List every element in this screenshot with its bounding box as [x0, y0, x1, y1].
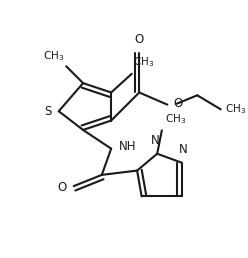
Text: CH$_3$: CH$_3$	[43, 49, 64, 62]
Text: O: O	[57, 181, 66, 195]
Text: S: S	[44, 105, 51, 118]
Text: O: O	[135, 33, 144, 46]
Text: NH: NH	[119, 140, 136, 153]
Text: O: O	[173, 97, 182, 110]
Text: CH$_3$: CH$_3$	[225, 102, 247, 116]
Text: N: N	[151, 134, 160, 147]
Text: N: N	[179, 143, 188, 156]
Text: CH$_3$: CH$_3$	[165, 112, 186, 126]
Text: CH$_3$: CH$_3$	[133, 55, 154, 69]
